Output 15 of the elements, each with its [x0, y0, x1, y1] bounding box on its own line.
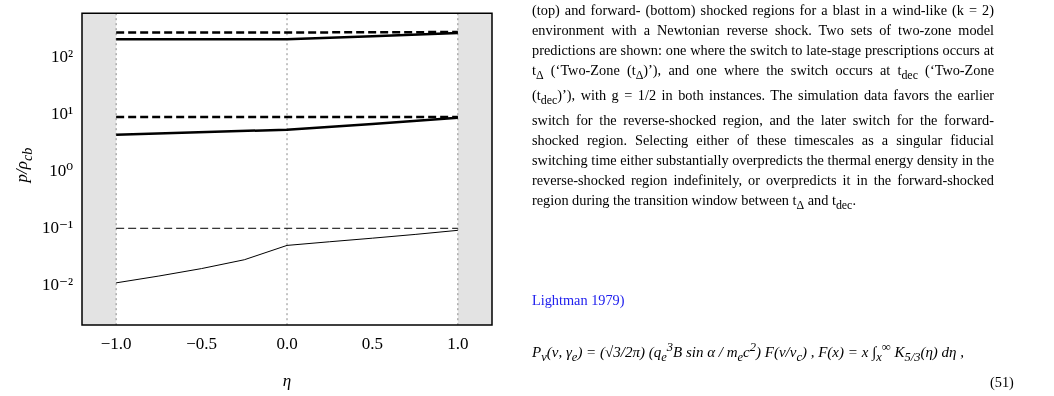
x-axis-title: η: [282, 371, 292, 391]
x-tick-label: 0.0: [276, 333, 298, 353]
text: (51): [990, 374, 1014, 391]
x-tick-label: 1.0: [447, 333, 469, 353]
y-tick-label: 10²: [50, 46, 73, 66]
text: Lightman 1979): [532, 292, 625, 309]
text: (top) and forward- (bottom) shocked regions for a blast in a wind-like (k = 2) environment with a Newtonian reverse shock. Two sets of two-zone model predictions are shown: one where the switch to late-stage prescriptions occurs at t$_{Δ}$ (‘Two-Zone (t$_{Δ}$)’), and one where the switch occurs at t$_{dec}$ (‘Two-Zone (t$_{dec}$)’), with g = 1/2 in both instances. The simulation data favors the earlier switch for the reverse-shocked region, and the later switch for the forward-shocked region. Selecting either of these timescales as a singular fiducial switching time either substantially overpredicts the thermal energy density in the reverse-shocked region indefinitely, or overpredicts it in the forward-shocked region during the transition window between t$_{Δ}$ and t$_{dec}$.: [532, 2, 994, 212]
x-tick-label: −0.5: [186, 333, 218, 353]
y-tick-label: 10¹: [50, 103, 73, 123]
x-tick-label: 0.5: [361, 333, 384, 353]
y-tick-label: 10⁰: [49, 160, 74, 180]
text: P$_{ν}$(ν, γ$_{e}$) = (√3/2π) (q$_{e}$$^{3}$B sin α / m$_{e}$c$^{2}$) F(ν/ν$_{c}$) , F(x) = x ∫$_{x}$$^{∞}$ K$_{5/3}$(η) dη ,: [532, 340, 965, 364]
x-tick-label: −1.0: [100, 333, 132, 353]
y-tick-label: 10⁻¹: [41, 217, 73, 237]
y-tick-label: 10⁻²: [41, 274, 73, 294]
